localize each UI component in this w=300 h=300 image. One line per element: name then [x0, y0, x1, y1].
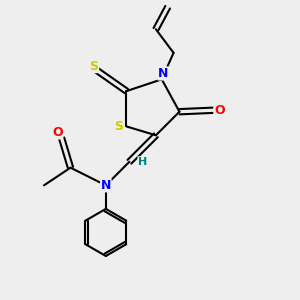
Text: O: O — [52, 126, 63, 139]
Text: S: S — [115, 120, 124, 133]
Text: N: N — [100, 179, 111, 192]
Text: N: N — [158, 67, 168, 80]
Text: S: S — [90, 60, 99, 73]
Text: H: H — [138, 157, 147, 167]
Text: O: O — [214, 104, 224, 117]
